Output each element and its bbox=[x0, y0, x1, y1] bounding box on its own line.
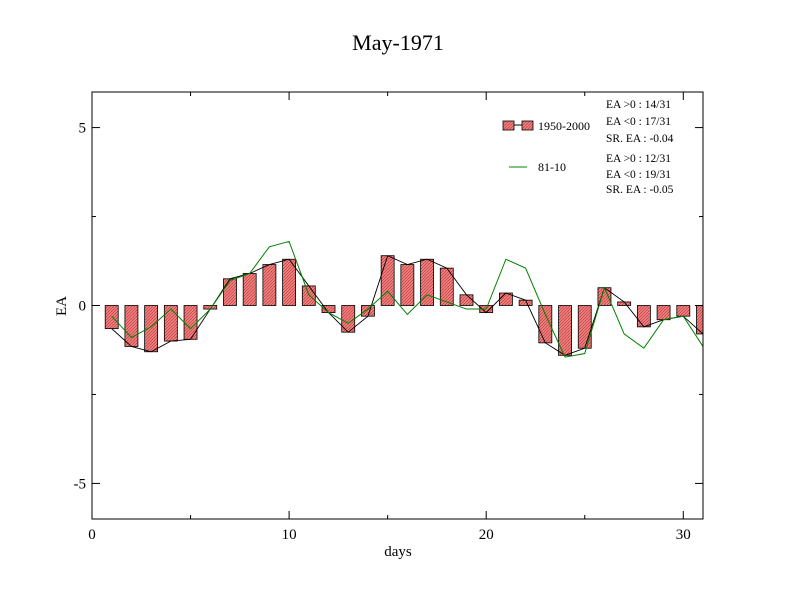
x-axis-label: days bbox=[384, 544, 412, 560]
y-axis-label: EA bbox=[54, 296, 70, 316]
bar-day-5 bbox=[183, 305, 198, 340]
stat-1950-2000-neg: EA <0 : 17/31 bbox=[606, 116, 671, 128]
legend-bar-swatch-left bbox=[502, 120, 515, 131]
bar-day-14 bbox=[361, 305, 375, 317]
bar-day-16 bbox=[400, 264, 415, 306]
bar-day-29 bbox=[656, 305, 671, 321]
bar-day-28 bbox=[636, 305, 651, 328]
x-tick-label: 10 bbox=[282, 527, 297, 543]
stat-81-10-pos: EA >0 : 12/31 bbox=[606, 153, 671, 165]
bar-day-31 bbox=[696, 305, 703, 335]
bar-day-11 bbox=[301, 285, 316, 306]
bar-day-1 bbox=[104, 305, 119, 330]
bar-day-30 bbox=[676, 305, 691, 317]
stat-1950-2000-sr: SR. EA : -0.04 bbox=[606, 133, 674, 145]
bar-day-17 bbox=[420, 258, 434, 306]
y-tick-label: 5 bbox=[79, 121, 87, 137]
bar-day-15 bbox=[380, 255, 395, 306]
line-series-group bbox=[111, 240, 703, 358]
line-series-81-10 bbox=[111, 240, 703, 358]
legend: 1950-2000 81-10 EA >0 : 14/31 EA <0 : 17… bbox=[502, 99, 674, 196]
bar-day-9 bbox=[262, 264, 277, 306]
stat-1950-2000-pos: EA >0 : 14/31 bbox=[606, 99, 671, 111]
bar-day-8 bbox=[242, 273, 257, 306]
legend-label-81-10: 81-10 bbox=[538, 160, 566, 174]
axis-ticks: 0 10 20 30 -5 0 5 bbox=[74, 92, 703, 543]
chart-title: May-1971 bbox=[352, 30, 444, 55]
stat-81-10-neg: EA <0 : 19/31 bbox=[606, 169, 671, 181]
bar-series bbox=[104, 255, 703, 356]
x-tick-label: 0 bbox=[88, 527, 96, 543]
bar-day-25 bbox=[577, 305, 592, 349]
legend-bar-swatch-right bbox=[521, 120, 534, 131]
y-tick-label: -5 bbox=[74, 476, 87, 492]
bar-day-3 bbox=[144, 305, 159, 353]
bar-day-10 bbox=[282, 258, 296, 306]
x-tick-label: 30 bbox=[676, 527, 691, 543]
stat-81-10-sr: SR. EA : -0.05 bbox=[606, 184, 674, 196]
bar-day-4 bbox=[163, 305, 178, 342]
legend-label-1950-2000: 1950-2000 bbox=[538, 119, 590, 133]
bar-day-7 bbox=[223, 278, 237, 306]
x-tick-label: 20 bbox=[479, 527, 494, 543]
bar-day-19 bbox=[459, 294, 474, 306]
bar-day-2 bbox=[124, 305, 139, 347]
y-tick-label: 0 bbox=[79, 299, 87, 315]
